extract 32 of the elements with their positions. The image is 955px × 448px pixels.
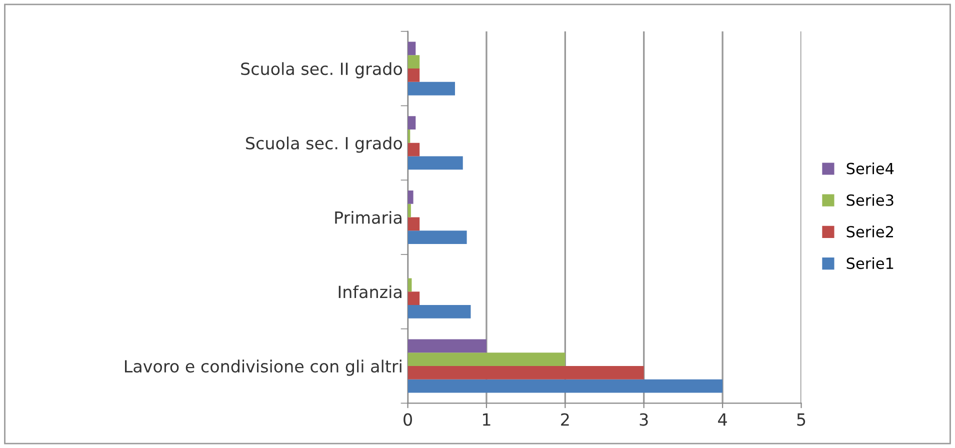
x-tick-label: 2	[561, 413, 569, 426]
legend-label: Serie4	[846, 162, 894, 174]
bar	[408, 190, 414, 204]
bar	[408, 366, 644, 380]
legend-label: Serie1	[846, 257, 894, 270]
bar	[408, 217, 420, 231]
x-tick-label: 4	[718, 413, 727, 426]
y-tick-label: Scuola sec. I grado	[246, 136, 402, 153]
bar	[408, 204, 411, 218]
x-tick-label: 1	[483, 413, 490, 426]
legend-label: Serie2	[846, 226, 893, 238]
bar	[408, 82, 455, 96]
x-tick-label: 3	[640, 413, 648, 426]
bar	[408, 292, 420, 306]
bar	[408, 68, 420, 82]
x-tick-label: 0	[404, 413, 412, 426]
y-tick-label: Lavoro e condivisione con gli altri	[125, 360, 402, 376]
y-tick-label: Scuola sec. II grado	[241, 62, 402, 78]
bar	[408, 116, 416, 130]
bar	[408, 352, 566, 366]
y-tick-label: Primaria	[335, 210, 402, 224]
bar	[408, 55, 420, 69]
x-tick-label: 5	[797, 413, 806, 426]
bar	[408, 305, 471, 318]
bar	[408, 142, 420, 156]
bar	[408, 230, 467, 244]
bar	[408, 42, 416, 56]
legend-label: Serie3	[846, 194, 894, 206]
y-tick-label: Infanzia	[338, 285, 402, 298]
bar	[408, 379, 723, 393]
bar	[408, 156, 463, 170]
bar	[408, 339, 486, 353]
